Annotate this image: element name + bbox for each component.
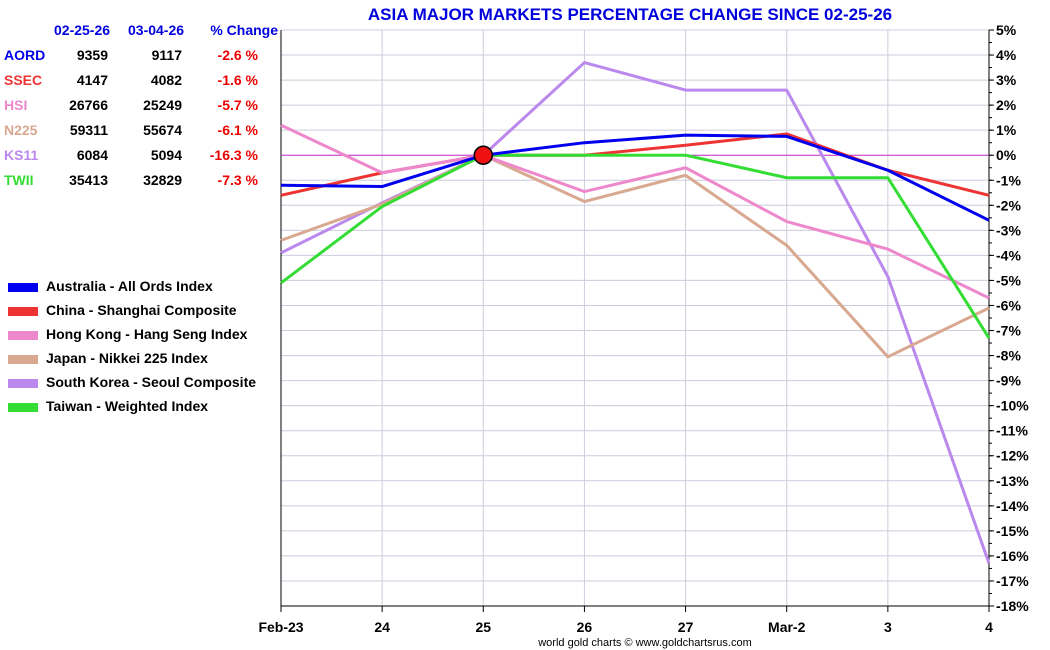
end-value: 9117 [151, 47, 182, 63]
x-tick-label: 25 [475, 619, 491, 635]
index-code: KS11 [4, 147, 39, 163]
end-value: 5094 [150, 147, 182, 163]
legend-label: Japan - Nikkei 225 Index [46, 350, 208, 366]
vertical-grid [280, 30, 990, 606]
series-lines [280, 61, 991, 564]
percent-change: -1.6 % [217, 72, 258, 88]
y-tick-label: -7% [996, 323, 1021, 339]
header-change: % Change [210, 22, 278, 38]
series-line-hong-kong [280, 123, 990, 300]
percent-change: -5.7 % [217, 97, 258, 113]
legend-swatch [8, 379, 38, 388]
base-date-marker [473, 145, 494, 165]
chart-title: ASIA MAJOR MARKETS PERCENTAGE CHANGE SIN… [368, 5, 892, 24]
y-tick-label: -15% [996, 523, 1029, 539]
y-tick-label: -11% [996, 423, 1028, 439]
y-tick-label: -16% [996, 548, 1029, 564]
index-code: AORD [4, 47, 46, 63]
x-tick-label: Mar-2 [768, 619, 806, 635]
header-end-date: 03-04-26 [128, 22, 185, 38]
legend-swatch [8, 331, 38, 340]
index-code: HSI [4, 97, 28, 113]
start-value: 6084 [76, 147, 108, 163]
y-tick-label: -18% [996, 598, 1029, 614]
series-line-japan [280, 153, 990, 359]
start-value: 9359 [76, 47, 108, 63]
series-line-australia [280, 133, 990, 222]
x-tick-label: 3 [884, 619, 892, 635]
header-start-date: 02-25-26 [54, 22, 111, 38]
index-code: TWII [4, 172, 34, 188]
y-tick-label: -6% [996, 297, 1021, 313]
axes [280, 29, 994, 612]
horizontal-grid [281, 29, 989, 607]
end-value: 25249 [143, 97, 182, 113]
y-tick-label: -14% [996, 498, 1029, 514]
y-tick-label: -12% [996, 448, 1029, 464]
y-tick-label: 0% [996, 147, 1017, 163]
y-tick-label: -8% [996, 348, 1021, 364]
percent-change: -16.3 % [209, 147, 258, 163]
series-line-taiwan [280, 153, 991, 339]
percent-change: -6.1 % [217, 122, 258, 138]
legend-swatch [8, 283, 38, 292]
x-tick-label: 24 [374, 619, 390, 635]
percent-change: -2.6 % [217, 47, 258, 63]
legend-label: South Korea - Seoul Composite [46, 374, 257, 390]
base-marker [473, 145, 494, 165]
y-tick-label: 5% [996, 22, 1017, 38]
x-tick-label: 27 [678, 619, 694, 635]
y-tick-label: -9% [996, 373, 1021, 389]
y-tick-label: 1% [996, 122, 1017, 138]
y-tick-label: 4% [996, 47, 1017, 63]
end-value: 55674 [143, 122, 182, 138]
y-tick-label: -17% [996, 573, 1029, 589]
y-tick-label: -10% [996, 398, 1029, 414]
x-tick-label: 26 [577, 619, 593, 635]
y-tick-label: 3% [996, 72, 1017, 88]
legend-label: Australia - All Ords Index [46, 278, 213, 294]
legend-label: Taiwan - Weighted Index [46, 398, 209, 414]
start-value: 4147 [76, 72, 108, 88]
index-code: SSEC [4, 72, 43, 88]
source-credit: world gold charts © www.goldchartsrus.co… [537, 637, 752, 649]
x-tick-label: 4 [985, 619, 993, 635]
end-value: 4082 [150, 72, 182, 88]
legend-swatch [8, 355, 38, 364]
y-tick-label: -13% [996, 473, 1029, 489]
legend-label: China - Shanghai Composite [46, 302, 237, 318]
y-tick-label: -3% [996, 222, 1021, 238]
y-tick-label: -1% [996, 172, 1021, 188]
y-tick-label: 2% [996, 97, 1017, 113]
legend-swatch [8, 307, 38, 316]
start-value: 35413 [69, 172, 108, 188]
percent-change: -7.3 % [217, 172, 258, 188]
y-axis-ticks: 5% 4% 3% 2% 1% 0% -1% -2% -3% -4% -5% -6% -7% -8% -9% -… [996, 22, 1029, 614]
index-code: N225 [4, 122, 38, 138]
x-tick-label: Feb-23 [258, 619, 303, 635]
start-value: 59311 [69, 122, 108, 138]
y-tick-label: -4% [996, 247, 1021, 263]
legend-swatch [8, 403, 38, 412]
y-tick-label: -5% [996, 272, 1021, 288]
y-tick-label: -2% [996, 197, 1021, 213]
x-axis-ticks: Feb-23 24 25 26 27 Mar-2 3 4 [258, 619, 993, 635]
legend-label: Hong Kong - Hang Seng Index [46, 326, 248, 342]
start-value: 26766 [69, 97, 108, 113]
end-value: 32829 [143, 172, 182, 188]
